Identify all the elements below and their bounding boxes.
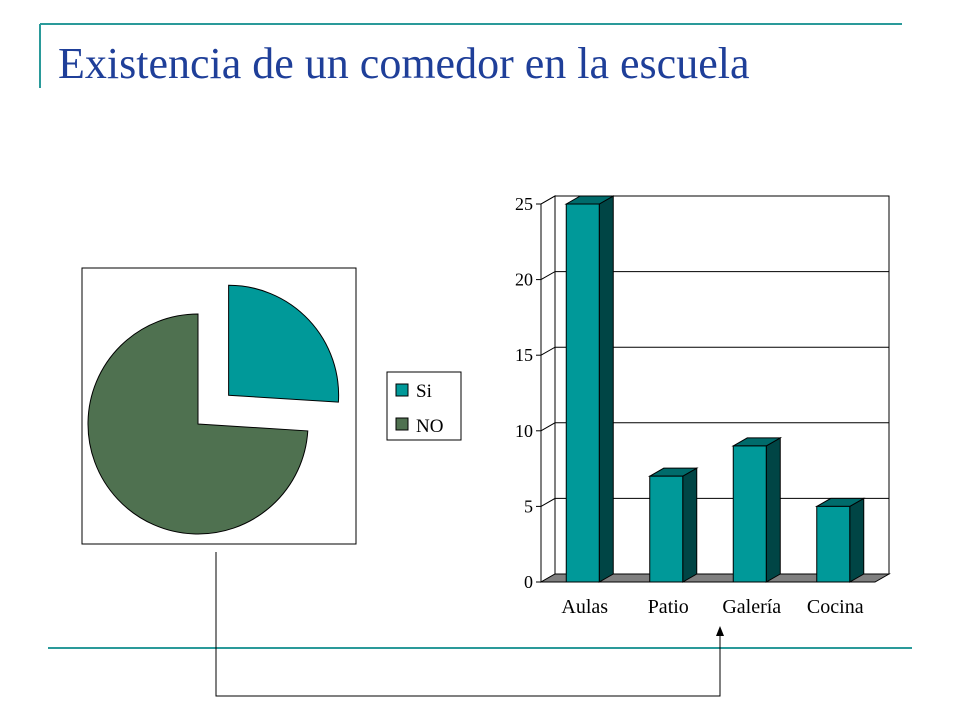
bar-side-cocina: [849, 497, 865, 583]
y-tick-label: 25: [515, 194, 533, 214]
pie-slice-si: [228, 284, 340, 403]
y-tick-label: 20: [515, 270, 533, 290]
slide-title: Existencia de un comedor en la escuela: [58, 39, 750, 88]
bar-front-patio: [649, 475, 684, 583]
bar-side-patio: [682, 467, 698, 583]
bar-front-aulas: [565, 203, 600, 583]
legend-label-no: NO: [416, 416, 443, 437]
gridline: [540, 422, 889, 432]
legend-label-si: Si: [416, 381, 432, 402]
bar-category-aulas: Aulas: [561, 596, 608, 618]
bar-category-galeria: Galería: [722, 596, 781, 618]
y-tick-label: 15: [515, 345, 533, 365]
gridline: [540, 195, 889, 205]
bar-cocina: [814, 497, 866, 583]
pie-legend: Si NO: [386, 371, 462, 441]
connector-arrow: [215, 552, 724, 697]
bar-aulas: [564, 195, 616, 583]
pie-slice-no: [87, 313, 309, 535]
plot-side-wall: [540, 195, 556, 583]
legend-swatch-si: [395, 383, 409, 397]
bar-side-aulas: [598, 195, 614, 583]
bar-patio: [647, 467, 699, 583]
bar-category-cocina: Cocina: [807, 596, 864, 618]
gridline: [540, 271, 889, 281]
bar-front-galeria: [732, 445, 767, 583]
legend-swatch-no: [395, 417, 409, 431]
bar-front-cocina: [816, 505, 851, 583]
bar-side-galeria: [765, 437, 781, 583]
y-tick-label: 0: [524, 572, 533, 592]
pie-chart: [81, 267, 357, 545]
connector-line: [215, 552, 721, 697]
bar-galeria: [731, 437, 783, 583]
bar-category-patio: Patio: [648, 596, 689, 618]
y-tick-label: 5: [524, 496, 533, 516]
gridline: [540, 346, 889, 356]
y-tick-label: 10: [515, 421, 533, 441]
connector-arrowhead: [716, 626, 724, 636]
bar-chart: 0 5 10 15 20 25 Aulas Patio Galería Cocina: [515, 194, 891, 618]
